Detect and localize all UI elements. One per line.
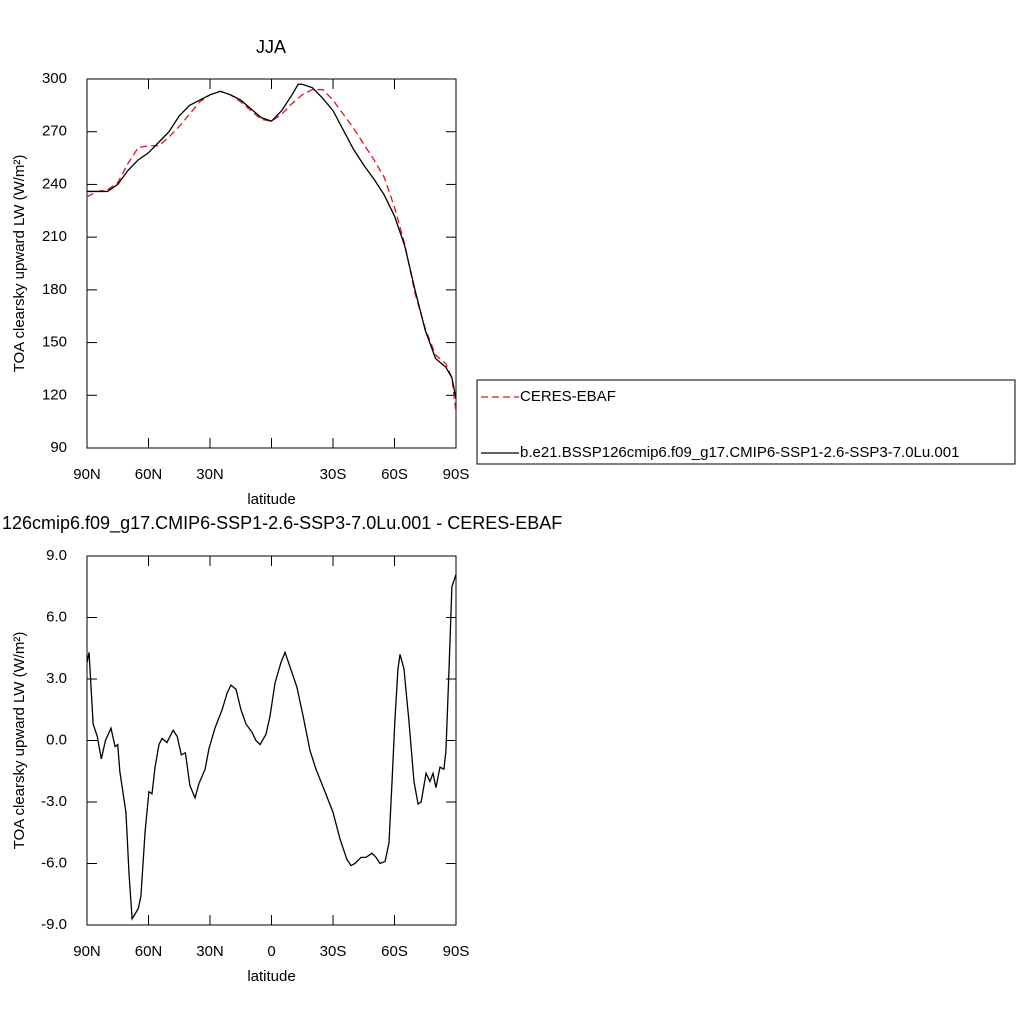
- x-tick-label: 90S: [443, 466, 470, 483]
- x-tick-label: 60S: [381, 943, 408, 960]
- y-tick-label: 150: [42, 334, 67, 351]
- x-tick-label: 30N: [196, 466, 224, 483]
- y-tick-label: 210: [42, 228, 67, 245]
- data-line: [86, 88, 457, 413]
- y-axis-label: TOA clearsky upward LW (W/m²): [11, 155, 28, 373]
- x-tick-label: 30N: [196, 943, 224, 960]
- legend-box: [476, 379, 1016, 465]
- chart-title: JJA: [256, 37, 286, 57]
- x-tick-label: 90N: [73, 466, 101, 483]
- x-tick-label: 90S: [443, 943, 470, 960]
- legend-label: b.e21.BSSP126cmip6.f09_g17.CMIP6-SSP1-2.…: [520, 444, 959, 461]
- x-tick-label: 60N: [135, 943, 163, 960]
- y-tick-label: -6.0: [41, 854, 67, 871]
- plot-frame: [86, 78, 457, 449]
- y-tick-label: 240: [42, 175, 67, 192]
- x-axis-label: latitude: [247, 491, 295, 508]
- x-tick-label: 60N: [135, 466, 163, 483]
- y-tick-label: 3.0: [46, 670, 67, 687]
- x-axis-label: latitude: [247, 968, 295, 985]
- y-tick-label: 90: [50, 439, 67, 456]
- y-tick-label: -9.0: [41, 916, 67, 933]
- x-tick-label: 30S: [320, 466, 347, 483]
- y-tick-label: 270: [42, 123, 67, 140]
- x-tick-label: 90N: [73, 943, 101, 960]
- y-tick-label: 9.0: [46, 547, 67, 564]
- x-tick-label: 30S: [320, 943, 347, 960]
- y-tick-label: 120: [42, 386, 67, 403]
- y-tick-label: 6.0: [46, 608, 67, 625]
- data-line: [87, 83, 457, 399]
- y-tick-label: 180: [42, 281, 67, 298]
- data-line: [86, 574, 457, 921]
- y-tick-label: 300: [42, 70, 67, 87]
- chart-title: 126cmip6.f09_g17.CMIP6-SSP1-2.6-SSP3-7.0…: [2, 513, 562, 534]
- y-tick-label: 0.0: [46, 731, 67, 748]
- legend-label: CERES-EBAF: [520, 388, 616, 405]
- x-tick-label: 0: [267, 943, 275, 960]
- y-axis-label: TOA clearsky upward LW (W/m²): [11, 632, 28, 850]
- y-tick-label: -3.0: [41, 793, 67, 810]
- x-tick-label: 60S: [381, 466, 408, 483]
